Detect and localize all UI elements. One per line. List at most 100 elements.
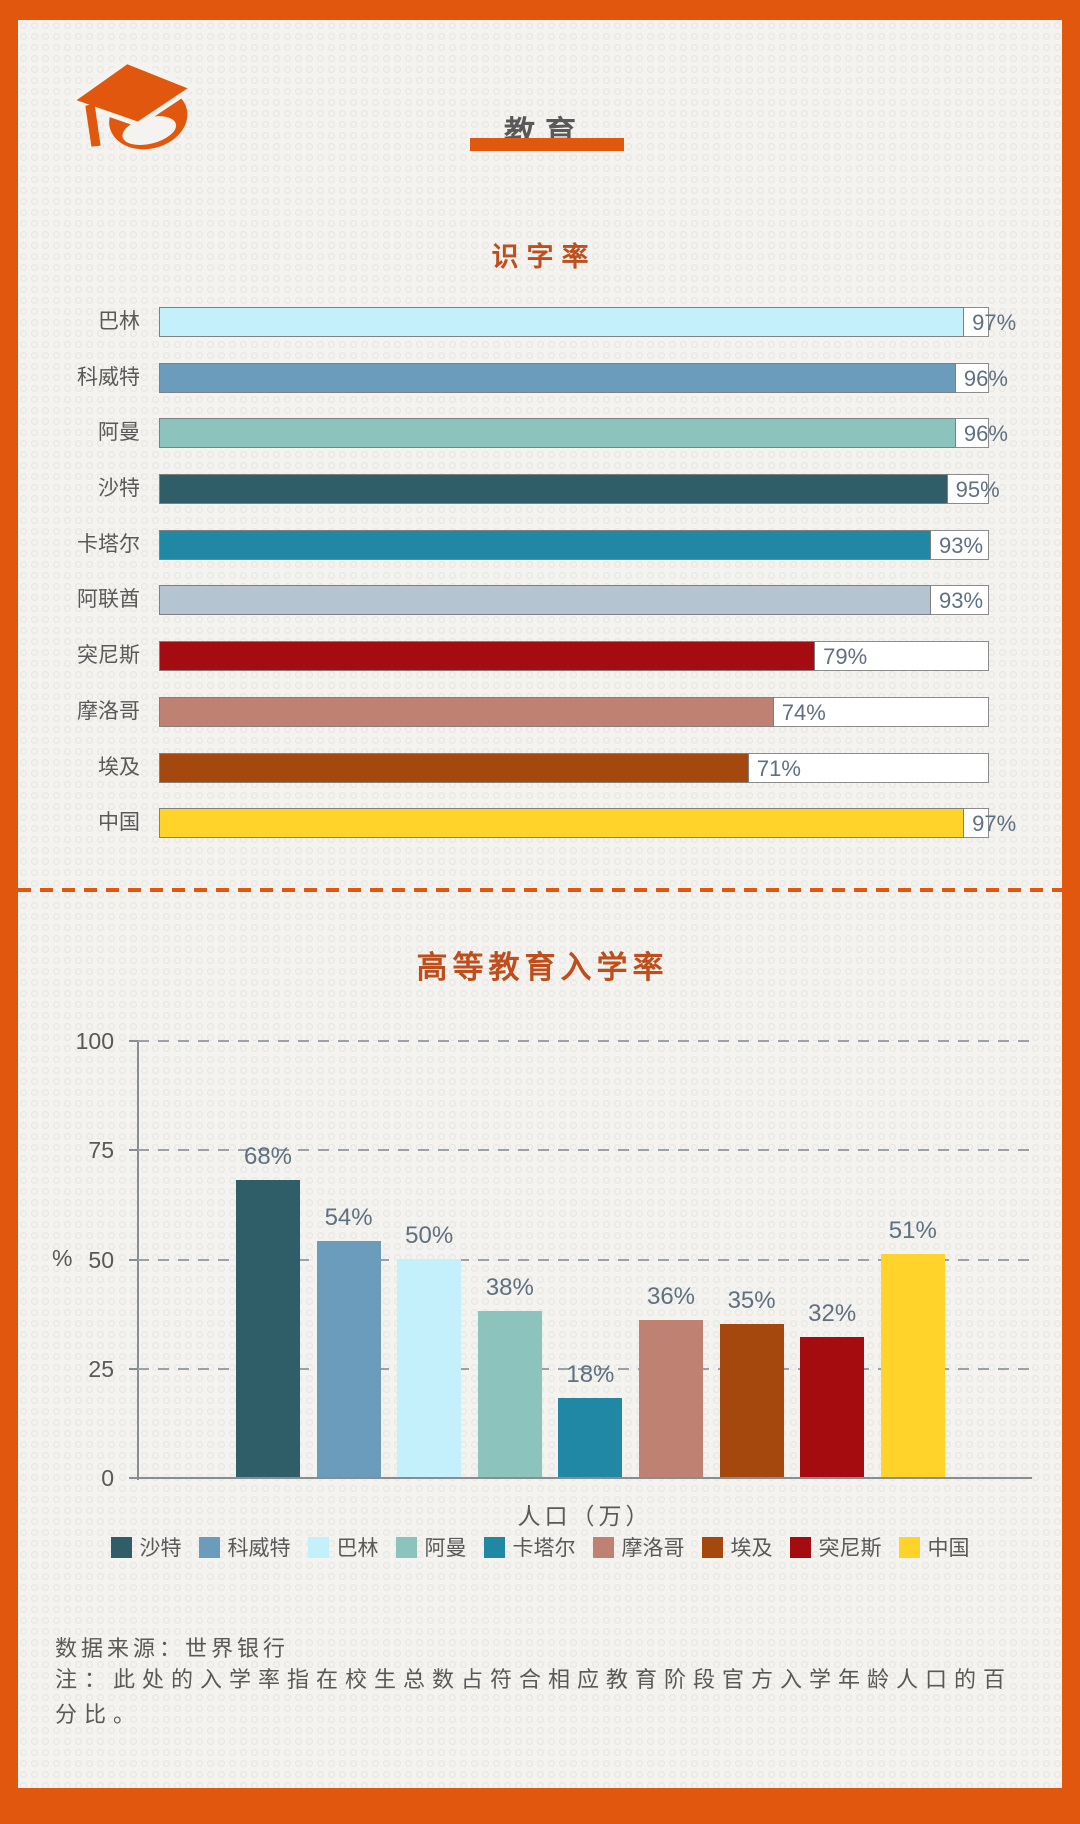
enrollment-bar-value: 68% [243, 1142, 293, 1170]
y-axis-line [137, 1041, 139, 1480]
legend-label: 科威特 [227, 1537, 291, 1560]
enrollment-bar [800, 1337, 865, 1477]
literacy-chart: 巴林 97% 科威特 96% 阿曼 96% 沙特 95% 卡塔尔 93% 阿联酋 93% 突尼斯 79% 摩… [18, 307, 1062, 839]
literacy-bar [159, 474, 948, 505]
literacy-bar-value: 96% [963, 421, 1008, 447]
legend-swatch [198, 1536, 220, 1558]
legend-label: 沙特 [139, 1537, 182, 1560]
enrollment-bar-value: 32% [808, 1300, 857, 1328]
y-tick-label: 25 [88, 1355, 114, 1382]
literacy-bar-value: 74% [781, 699, 826, 725]
literacy-country-label: 阿联酋 [77, 588, 140, 612]
legend-label: 卡塔尔 [512, 1537, 576, 1560]
chart-legend: 沙特 科威特 巴林 阿曼 卡塔尔 摩洛哥 埃及 突尼斯 中国 [18, 1532, 1062, 1562]
literacy-bar-track: 96% [159, 418, 1008, 449]
gridline [138, 1258, 1032, 1261]
legend-label: 突尼斯 [818, 1537, 882, 1560]
literacy-bar [159, 585, 932, 616]
literacy-bar-value: 95% [955, 477, 1000, 503]
legend-item: 中国 [898, 1532, 970, 1562]
y-axis-tick [129, 1367, 138, 1370]
enrollment-bar-value: 36% [646, 1282, 696, 1310]
enrollment-bar-value: 54% [324, 1204, 373, 1232]
literacy-bar-track: 71% [159, 752, 989, 783]
enrollment-bar [316, 1241, 381, 1477]
literacy-row: 埃及 71% [18, 752, 1062, 783]
graduation-cap-icon [65, 58, 195, 150]
literacy-bar-value: 97% [972, 310, 1017, 335]
literacy-bar-track: 93% [159, 529, 989, 560]
x-axis-label: 人口（万） [517, 1503, 653, 1529]
literacy-bar [159, 752, 749, 783]
literacy-row: 沙特 95% [18, 474, 1062, 505]
note-text: 注：此处的入学率指在校生总数占符合相应教育阶段官方入学年龄人口的百分比。 [55, 1667, 1013, 1727]
literacy-bar-value: 79% [823, 644, 868, 670]
y-axis-tick [129, 1258, 138, 1261]
literacy-bar [159, 529, 932, 560]
y-tick-label: 75 [88, 1137, 114, 1164]
y-tick-label: 100 [75, 1028, 114, 1054]
enrollment-bar-value: 18% [566, 1361, 615, 1389]
enrollment-bar-value: 50% [405, 1221, 454, 1249]
legend-label: 中国 [927, 1537, 970, 1560]
literacy-country-label: 突尼斯 [77, 644, 140, 668]
literacy-country-label: 科威特 [77, 365, 140, 389]
literacy-bar-value: 93% [939, 532, 984, 558]
literacy-bar-track: 93% [159, 585, 989, 616]
legend-swatch [307, 1536, 329, 1558]
literacy-row: 阿联酋 93% [18, 585, 1062, 616]
legend-item: 埃及 [701, 1532, 773, 1562]
enrollment-bar [558, 1398, 623, 1477]
x-axis-line [138, 1477, 1032, 1479]
legend-label: 埃及 [730, 1537, 773, 1560]
legend-item: 沙特 [110, 1532, 182, 1562]
literacy-country-label: 摩洛哥 [77, 699, 140, 723]
literacy-bar-track: 97% [159, 808, 1016, 839]
y-tick-label: 50 [88, 1246, 114, 1273]
legend-swatch [395, 1536, 417, 1558]
literacy-row: 突尼斯 79% [18, 641, 1062, 672]
legend-label: 巴林 [336, 1537, 379, 1560]
gridline [138, 1149, 1032, 1152]
y-axis-tick [129, 1149, 138, 1152]
legend-swatch [483, 1536, 505, 1558]
legend-item: 巴林 [307, 1532, 379, 1562]
literacy-country-label: 沙特 [98, 477, 140, 501]
legend-swatch [592, 1536, 614, 1558]
enrollment-bar-value: 51% [888, 1217, 937, 1245]
literacy-bar-track: 97% [159, 307, 1016, 337]
legend-item: 卡塔尔 [483, 1532, 576, 1562]
literacy-bar-value: 97% [972, 811, 1017, 837]
enrollment-bar [477, 1310, 542, 1477]
literacy-country-label: 埃及 [98, 755, 140, 779]
enrollment-bar-value: 35% [727, 1287, 776, 1315]
literacy-country-label: 中国 [98, 811, 140, 835]
legend-swatch [110, 1536, 132, 1558]
literacy-bar [159, 307, 965, 337]
literacy-chart-title: 识字率 [491, 242, 597, 272]
literacy-row: 中国 97% [18, 808, 1062, 839]
literacy-row: 阿曼 96% [18, 418, 1062, 449]
legend-label: 阿曼 [424, 1537, 467, 1560]
literacy-bar [159, 362, 956, 393]
y-axis-label: % [52, 1245, 73, 1271]
literacy-bar-track: 96% [159, 362, 1008, 393]
literacy-bar-value: 96% [963, 365, 1008, 391]
title-underline [470, 138, 624, 151]
literacy-bar [159, 808, 965, 839]
legend-item: 阿曼 [395, 1532, 467, 1562]
enrollment-bar-value: 38% [485, 1273, 534, 1301]
legend-item: 科威特 [198, 1532, 291, 1562]
literacy-bar-track: 79% [159, 641, 989, 672]
enrollment-bar [880, 1254, 945, 1477]
data-source-text: 数据来源：世界银行 [55, 1636, 290, 1661]
enrollment-bar [397, 1258, 462, 1477]
legend-swatch [789, 1536, 811, 1558]
enrollment-chart: 68% 54% 50% 38% 18% 36% 35% 32% 51% [138, 1040, 1032, 1478]
y-axis-tick [129, 1477, 138, 1479]
legend-swatch [701, 1536, 723, 1558]
literacy-bar-value: 71% [756, 755, 801, 781]
dashed-divider [18, 888, 1062, 892]
content-panel: 教育 识字率 巴林 97% 科威特 96% 阿曼 96% 沙特 95% 卡塔尔 93% 阿联酋 93%… [18, 20, 1062, 1788]
